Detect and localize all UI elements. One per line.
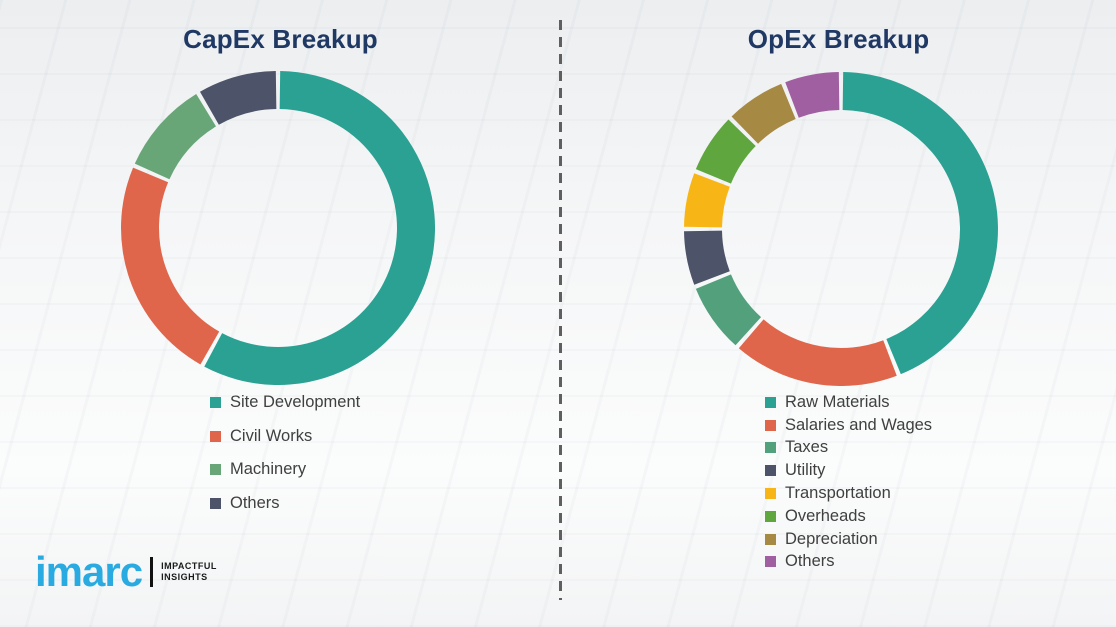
legend-swatch [765,533,776,545]
legend-label: Others [230,493,280,512]
imarc-logo: imarc IMPACTFUL INSIGHTS [35,550,217,594]
legend-label: Taxes [785,438,829,457]
donut-segment-civil-works [121,167,220,365]
legend-item: Taxes [765,437,932,460]
donut-segment-others [199,71,277,125]
imarc-logo-wordmark: imarc [35,548,143,595]
logo-divider-bar [150,557,154,587]
donut-segment-salaries-and-wages [738,319,897,386]
legend-item: Transportation [765,482,932,505]
legend-item: Depreciation [765,528,932,551]
legend-label: Transportation [785,484,891,503]
legend-swatch [765,488,776,500]
legend-label: Utility [785,461,826,480]
imarc-logo-tagline: IMPACTFUL INSIGHTS [161,561,217,583]
legend-swatch [765,556,776,568]
legend-swatch [765,396,776,408]
tagline-line-1: IMPACTFUL [161,561,217,571]
legend-label: Raw Materials [785,392,890,411]
legend-label: Overheads [785,506,866,525]
legend-label: Others [785,552,835,571]
legend-swatch [765,442,776,454]
legend-item: Raw Materials [765,391,932,414]
legend-item: Others [765,551,932,574]
opex-donut-chart [684,72,998,386]
legend-item: Site Development [210,386,360,420]
legend-swatch [210,497,221,509]
legend-label: Civil Works [230,426,313,445]
legend-item: Machinery [210,453,360,487]
legend-label: Salaries and Wages [785,415,933,434]
legend-label: Machinery [230,460,307,479]
legend-item: Overheads [765,505,932,528]
legend-item: Utility [765,459,932,482]
legend-item: Others [210,487,360,521]
capex-donut-chart [121,71,435,385]
capex-legend: Site Development Civil Works Machinery Othe… [210,386,360,520]
legend-swatch [210,430,221,442]
donut-segment-utility [684,230,730,285]
donut-segment-machinery [134,93,216,180]
legend-swatch [765,465,776,477]
donut-segment-overheads [695,119,756,184]
legend-label: Depreciation [785,529,878,548]
donut-segment-depreciation [731,83,796,144]
donut-segment-transportation [684,173,730,228]
opex-legend: Raw Materials Salaries and Wages Taxes Util… [765,391,932,573]
legend-item: Civil Works [210,420,360,454]
capex-title: CapEx Breakup [183,24,378,54]
donut-segment-site-development [204,71,435,385]
legend-swatch [210,464,221,476]
legend-label: Site Development [230,393,361,412]
tagline-line-2: INSIGHTS [161,572,208,582]
legend-swatch [765,419,776,431]
donut-segment-others [785,72,840,118]
legend-swatch [765,510,776,522]
donut-segment-raw-materials [842,72,998,375]
legend-item: Salaries and Wages [765,414,932,437]
legend-swatch [210,397,221,409]
vertical-dashed-divider [559,20,562,600]
opex-title: OpEx Breakup [747,24,930,54]
donut-segment-taxes [695,274,762,346]
